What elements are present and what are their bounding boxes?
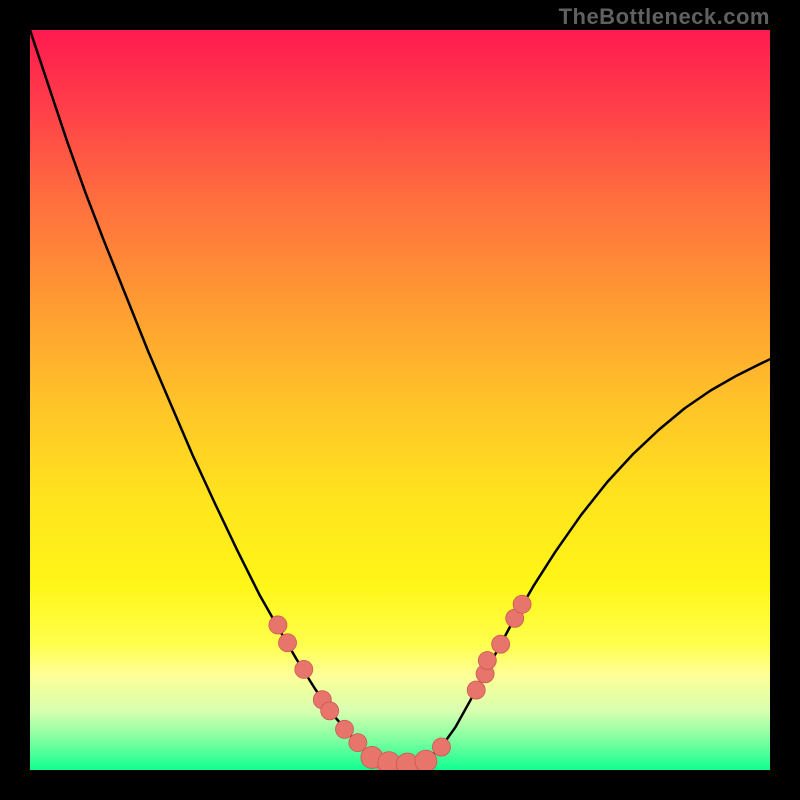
plot-area — [30, 30, 770, 770]
data-marker — [432, 738, 450, 756]
bottleneck-chart — [30, 30, 770, 770]
data-marker — [269, 616, 287, 634]
data-marker — [321, 702, 339, 720]
data-marker — [415, 750, 437, 770]
data-marker — [336, 720, 354, 738]
data-marker — [349, 734, 367, 752]
data-marker — [279, 634, 297, 652]
data-marker — [513, 595, 531, 613]
data-marker — [492, 635, 510, 653]
data-marker — [478, 651, 496, 669]
data-marker — [295, 660, 313, 678]
gradient-background — [30, 30, 770, 770]
chart-frame: TheBottleneck.com — [0, 0, 800, 800]
watermark-text: TheBottleneck.com — [559, 4, 770, 30]
data-marker — [467, 681, 485, 699]
